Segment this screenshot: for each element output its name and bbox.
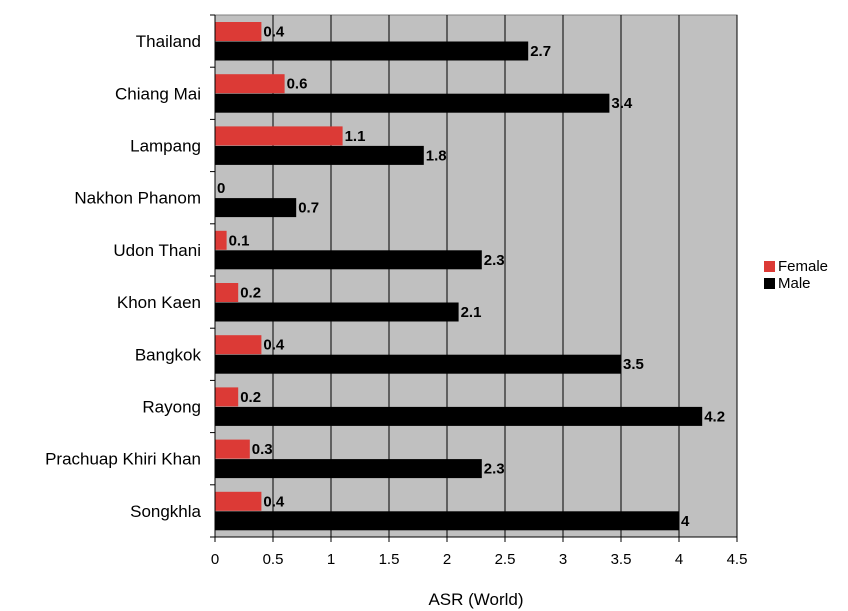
x-tick-label-1: 0.5 [263, 551, 284, 568]
bars-group [215, 22, 703, 531]
bar-male-4 [215, 250, 482, 270]
category-label-1: Chiang Mai [115, 84, 201, 103]
category-label-4: Udon Thani [113, 241, 201, 260]
x-tick-label-4: 2 [443, 551, 451, 568]
legend-swatch-female [764, 261, 775, 272]
data-label-male-1: 3.4 [611, 95, 633, 112]
data-label-female-0: 0.4 [263, 24, 285, 41]
category-label-7: Rayong [142, 398, 201, 417]
category-label-0: Thailand [136, 32, 201, 51]
x-tick-label-8: 4 [675, 551, 683, 568]
bar-male-6 [215, 354, 621, 374]
axes-group [210, 14, 738, 542]
data-labels: 0.4 2.7 0.6 3.4 1.1 1.8 0 0.7 0.1 2.3 0.2 2.1 0.4 3.5… [217, 24, 725, 530]
bar-male-8 [215, 459, 482, 479]
category-label-8: Prachuap Khiri Khan [45, 450, 201, 469]
bar-male-0 [215, 41, 529, 61]
bar-female-4 [215, 230, 227, 250]
data-label-male-2: 1.8 [426, 147, 447, 164]
legend-item-male: Male [764, 275, 828, 292]
data-label-female-8: 0.3 [252, 441, 273, 458]
category-label-2: Lampang [130, 137, 201, 156]
data-label-female-9: 0.4 [263, 493, 285, 510]
bar-female-7 [215, 387, 239, 407]
category-label-9: Songkhla [130, 502, 201, 521]
x-tick-label-9: 4.5 [727, 551, 748, 568]
x-tick-label-0: 0 [211, 551, 219, 568]
data-label-female-5: 0.2 [240, 285, 261, 302]
data-label-male-3: 0.7 [298, 200, 319, 217]
data-label-female-3: 0 [217, 180, 225, 197]
bar-male-2 [215, 145, 424, 165]
data-label-female-6: 0.4 [263, 337, 285, 354]
data-label-female-4: 0.1 [229, 232, 250, 249]
bar-male-3 [215, 198, 297, 218]
bar-female-6 [215, 335, 262, 355]
x-tick-label-2: 1 [327, 551, 335, 568]
data-label-male-6: 3.5 [623, 356, 644, 373]
x-tick-label-6: 3 [559, 551, 567, 568]
data-label-male-7: 4.2 [704, 408, 725, 425]
category-label-5: Khon Kaen [117, 293, 201, 312]
legend: Female Male [764, 258, 828, 292]
data-label-male-8: 2.3 [484, 461, 505, 478]
data-label-female-7: 0.2 [240, 389, 261, 406]
category-label-6: Bangkok [135, 345, 202, 364]
bar-female-0 [215, 22, 262, 41]
bar-male-1 [215, 93, 610, 113]
category-label-3: Nakhon Phanom [74, 189, 201, 208]
x-tick-labels: 0 0.5 1 1.5 2 2.5 3 3.5 4 4.5 [211, 551, 748, 568]
category-labels: Thailand Chiang Mai Lampang Nakhon Phanom Ud… [45, 32, 201, 521]
legend-swatch-male [764, 278, 775, 289]
data-label-female-2: 1.1 [345, 128, 366, 145]
legend-label-male: Male [778, 275, 811, 292]
legend-label-female: Female [778, 258, 829, 275]
x-tick-label-5: 2.5 [495, 551, 516, 568]
bar-male-9 [215, 511, 679, 531]
legend-item-female: Female [764, 258, 828, 275]
bar-female-9 [215, 491, 262, 511]
x-tick-label-7: 3.5 [611, 551, 632, 568]
x-tick-label-3: 1.5 [379, 551, 400, 568]
x-axis-title: ASR (World) [428, 590, 523, 609]
bar-female-2 [215, 126, 343, 146]
bar-male-7 [215, 406, 703, 426]
data-label-male-5: 2.1 [461, 304, 482, 321]
bar-female-8 [215, 439, 250, 459]
data-label-female-1: 0.6 [287, 76, 308, 93]
data-label-male-4: 2.3 [484, 252, 505, 269]
bar-female-5 [215, 283, 239, 302]
data-label-male-0: 2.7 [530, 43, 551, 60]
bar-female-1 [215, 74, 285, 94]
plot-area [214, 14, 738, 538]
data-label-male-9: 4 [681, 513, 690, 530]
bar-male-5 [215, 302, 459, 322]
